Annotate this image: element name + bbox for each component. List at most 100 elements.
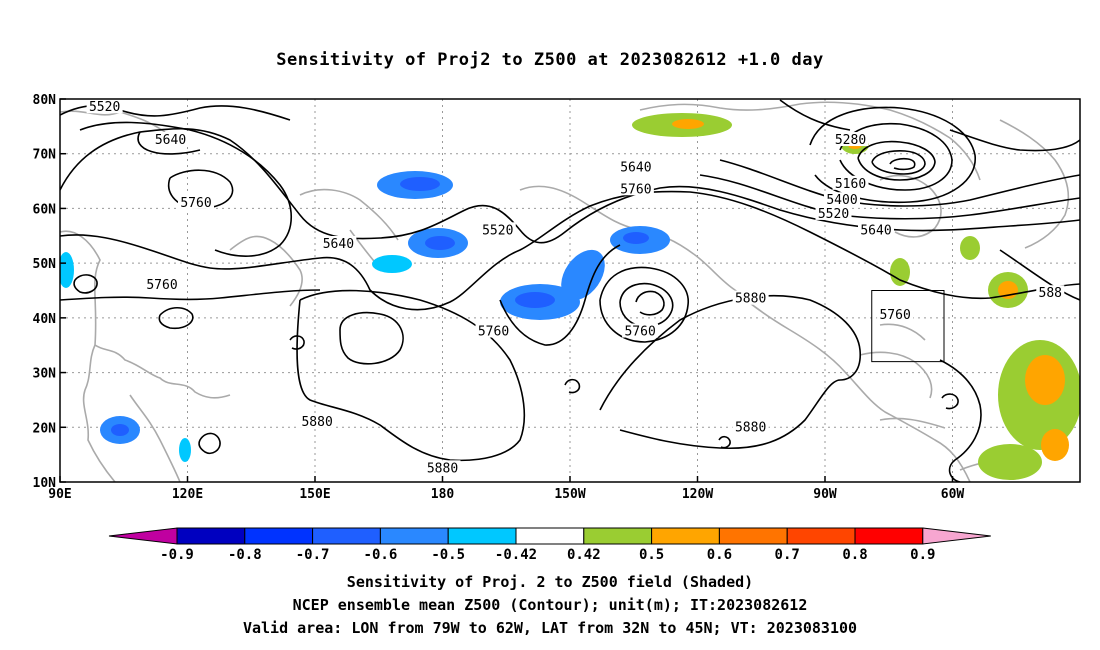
neg-blob-6-core [623,232,649,244]
contour-label: 5880 [301,415,332,430]
coastline-arctic [639,101,981,181]
contour-label: 5760 [146,278,177,293]
contour-label: 5760 [478,325,509,340]
contour-label-bg [617,181,654,196]
y-tick-label: 80N [33,93,57,108]
y-tick-label: 10N [33,476,57,491]
coastline-hudson [879,174,942,238]
contour-5760-hlow [599,266,689,343]
contour-label: 5160 [835,177,866,192]
contour-label: 5760 [620,182,651,197]
contour-small-6 [718,435,731,449]
contour-low-hudson-2 [839,122,953,191]
contour-label: 5760 [180,196,211,211]
colorbar-swatch [515,527,585,545]
contour-label-bg [732,419,769,434]
colorbar-swatch [854,527,924,545]
y-tick-label: 60N [33,202,57,217]
colorbar-label: -0.42 [495,547,537,563]
map-axes: 90E 120E 150E 180 150W 120W 90W 60W 10N 20N 30N 40N… [33,93,965,502]
neg-blob-9 [179,438,191,462]
contour-label: 5880 [427,461,458,476]
colorbar-label: -0.8 [228,547,262,563]
colorbar-label: -0.6 [364,547,398,563]
contour-small-2 [198,432,221,455]
colorbar-swatch [176,527,246,545]
colorbar-label: 0.6 [707,547,732,563]
contour-5760-low2 [158,306,194,330]
contour-low-hudson-5 [889,157,916,171]
y-tick-label: 30N [33,367,57,382]
colorbar-label: -0.5 [431,547,465,563]
colorbar-swatch [379,527,449,545]
contour-5880-east2 [939,359,982,482]
contour-5400 [719,159,1080,207]
contour-label-bg [858,222,894,237]
contour-label: 5520 [818,207,849,222]
valid-area-box [871,290,945,363]
pos-blob-6-core [1025,355,1065,405]
contour-label-bg [475,323,512,338]
colorbar-swatch [312,527,381,545]
neg-blob-5 [561,249,605,301]
neg-blob-8 [60,252,74,288]
contour-5280 [779,99,1080,152]
x-tick-label: 60W [941,487,965,502]
contour-label: 5280 [835,133,866,148]
contour-small-5 [289,335,305,350]
y-tick-label: 40N [33,312,57,327]
contour-label-bg [479,222,516,237]
x-tick-label: 90W [813,487,837,502]
colorbar-arrow-low [108,527,178,545]
pos-blob-3 [960,236,980,260]
pos-blob-4 [890,258,910,286]
x-tick-label: 120W [682,487,713,502]
colorbar-swatch [718,527,788,545]
y-tick-label: 70N [33,148,57,163]
contour-label: 5640 [620,160,651,175]
colorbar-label: 0.9 [910,547,935,563]
contour-5880-pac [296,289,526,462]
contour-5760-pac [60,289,321,301]
contour-label: 5640 [323,237,354,252]
contour-low-hudson-3 [857,140,936,181]
contour-5880-east [599,295,861,450]
y-tick-label: 20N [33,421,57,436]
colorbar-label: 0.5 [639,547,664,563]
contour-5640-inner [137,131,201,155]
contour-5700-hlow [619,282,674,328]
contour-5520-east [699,174,1080,220]
contour-5760-main [60,190,1080,311]
contour-small-3 [564,378,581,394]
page-title: Sensitivity of Proj2 to Z500 at 20230826… [276,50,824,70]
contour-low-hudson-4 [871,150,926,175]
y-tick-label: 50N [33,257,57,272]
caption-valid-area: Valid area: LON from 79W to 62W, LAT fro… [242,619,858,637]
colorbar-swatch [447,527,517,545]
contour-label: 5640 [155,133,186,148]
contour-label: 5520 [89,100,120,115]
neg-blob-2-core [425,236,455,250]
colorbar-label: 0.8 [842,547,867,563]
contour-label: 5880 [735,420,766,435]
colorbar-swatch [244,527,314,545]
contour-label-bg [622,323,659,338]
contour-small-4 [941,393,959,410]
colorbar-label: 0.7 [775,547,800,563]
neg-blob-7-core [111,424,129,436]
contour-label: 588 [1039,286,1062,301]
colorbar-swatch [786,527,856,545]
x-tick-label: 150E [299,487,330,502]
contour-5760-trough [499,244,621,346]
contour-label-bg [86,99,123,114]
colorbar-swatch [583,527,653,545]
colorbar-swatch [651,527,720,545]
contour-label-bg [178,194,214,209]
contour-label-bg [815,205,852,220]
contour-5760-low [168,169,234,209]
contour-label: 5400 [826,193,857,208]
colorbar-label: -0.9 [160,547,194,563]
contour-label-bg [824,192,860,207]
coastline-greenland [999,119,1070,249]
